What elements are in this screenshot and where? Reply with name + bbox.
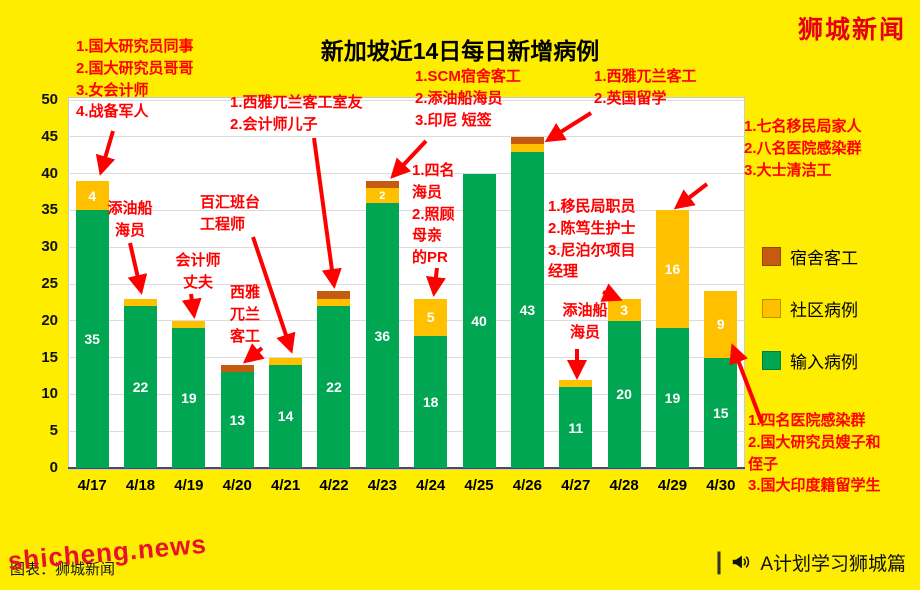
y-axis-label: 10 [41,385,58,403]
gridline-45 [68,136,745,138]
bar-segment-imported-4-22: 22 [317,306,351,468]
annotation-4-23: 1.SCM宿舍客工 2.添油船海员 3.印尼 短签 [415,68,521,129]
x-axis-label: 4/21 [270,477,301,494]
bar-segment-community-4-18 [124,298,158,307]
bar-segment-dorm-4-22 [317,291,351,299]
megaphone-icon [733,555,750,569]
gridline-20 [68,320,745,322]
gridline-40 [68,173,745,175]
y-axis-label: 40 [41,164,58,182]
gridline-15 [68,357,745,359]
legend: 宿舍客工社区病例输入病例 [762,244,858,373]
bar-segment-dorm-4-20 [220,364,254,373]
bar-segment-community-4-28: 3 [607,298,641,321]
annotation-4-26: 1.西雅兀兰客工 2.英国留学 [594,68,697,107]
gridline-50 [68,99,745,101]
legend-item-community: 社区病例 [762,296,858,321]
x-axis-label: 4/20 [222,477,252,494]
x-axis-label: 4/18 [125,477,156,494]
bar-segment-community-4-22 [317,298,351,307]
gridline-0 [68,467,745,469]
annotation-4-28: 1.移民局职员 2.陈笃生护士 3.尼泊尔项目 经理 [548,198,636,281]
x-axis-label: 4/26 [512,477,542,494]
x-axis-label: 4/25 [464,477,494,494]
bar-segment-community-4-23: 2 [365,188,399,204]
gridline-35 [68,209,745,211]
footer-brand: A计划学习狮城篇 [760,553,906,575]
annotation-4-30: 1.四名医院感染群 2.国大研究员嫂子和 侄子 3.国大印度籍留学生 [748,412,881,495]
chart-title: 新加坡近14日每日新增病例 [320,38,600,64]
bar-segment-community-4-27 [559,379,593,388]
bar-segment-imported-4-21: 14 [269,364,303,468]
x-axis-label: 4/19 [174,477,204,494]
bar-segment-community-4-24: 5 [414,298,448,336]
bar-segment-imported-4-27: 11 [559,387,593,468]
bar-segment-imported-4-17: 35 [75,210,109,468]
y-axis-label: 15 [41,348,58,366]
bar-segment-imported-4-25: 40 [462,173,496,468]
gridline-30 [68,246,745,248]
bar-segment-imported-4-23: 36 [365,203,399,468]
annotation-4-22: 1.西雅兀兰客工室友 2.会计师儿子 [230,94,363,133]
annotation-4-18: 添油船 海员 [107,200,153,239]
y-axis-label: 45 [41,127,58,145]
x-axis-label: 4/24 [416,477,446,494]
legend-item-imported: 输入病例 [762,348,858,373]
legend-swatch-community [762,299,781,318]
bar-segment-imported-4-19: 19 [172,328,206,468]
legend-label: 宿舍客工 [790,249,858,268]
bar-segment-imported-4-30: 15 [704,357,738,468]
y-axis-label: 50 [41,91,58,108]
x-axis-label: 4/30 [706,477,736,494]
gridline-25 [68,283,745,285]
x-axis-label: 4/23 [367,477,397,494]
annotation-4-27: 添油船 海员 [562,302,608,341]
bar-segment-imported-4-28: 20 [607,320,641,468]
gridline-5 [68,430,745,432]
bar-segment-imported-4-26: 43 [510,151,544,468]
x-axis-label: 4/27 [561,477,591,494]
annotation-4-21: 百汇班台 工程师 [200,194,261,233]
footer-divider: | [715,548,723,575]
footer-brand-bar: | A计划学习狮城篇 [716,548,906,576]
legend-swatch-dorm [762,247,781,266]
gridline-10 [68,393,745,395]
bar-segment-dorm-4-26 [510,136,544,145]
bar-segment-community-4-21 [269,357,303,365]
x-axis-label: 4/22 [319,477,349,494]
brand-logo: 狮城新闻 [797,16,906,44]
y-axis-label: 5 [49,422,58,440]
x-axis-label: 4/17 [77,477,107,494]
bar-segment-dorm-4-23 [365,180,399,189]
legend-label: 输入病例 [790,353,858,372]
bar-segment-community-4-29: 16 [655,210,689,329]
bar-segment-imported-4-29: 19 [655,328,689,468]
legend-swatch-imported [762,351,781,370]
x-axis-label: 4/29 [657,477,688,494]
bar-segment-imported-4-18: 22 [124,306,158,468]
annotation-4-17: 1.国大研究员同事 2.国大研究员哥哥 3.女会计师 4.战备军人 [76,38,194,121]
y-axis-label: 0 [49,459,58,476]
bar-segment-imported-4-24: 18 [414,335,448,468]
y-axis-label: 20 [41,311,58,329]
annotation-4-29: 1.七名移民局家人 2.八名医院感染群 3.大士清洁工 [744,118,862,179]
y-axis-label: 35 [41,201,58,219]
legend-item-dorm: 宿舍客工 [762,244,858,269]
bar-segment-community-4-26 [510,144,544,152]
annotation-4-24: 1.四名 海员 2.照顾 母亲 的PR [412,162,455,266]
bar-segment-community-4-17: 4 [75,180,109,211]
bar-segment-community-4-19 [172,320,206,329]
y-axis-label: 25 [41,275,58,292]
annotation-4-19: 会计师 丈夫 [175,252,221,291]
bar-segment-community-4-30: 9 [704,291,738,358]
footer-caption: 图表：狮城新闻 [10,561,116,578]
annotation-4-20: 西雅 兀兰 客工 [230,284,261,345]
bar-segment-imported-4-20: 13 [220,372,254,468]
x-axis-label: 4/28 [609,477,639,494]
y-axis-label: 30 [41,238,58,256]
legend-label: 社区病例 [790,301,858,320]
